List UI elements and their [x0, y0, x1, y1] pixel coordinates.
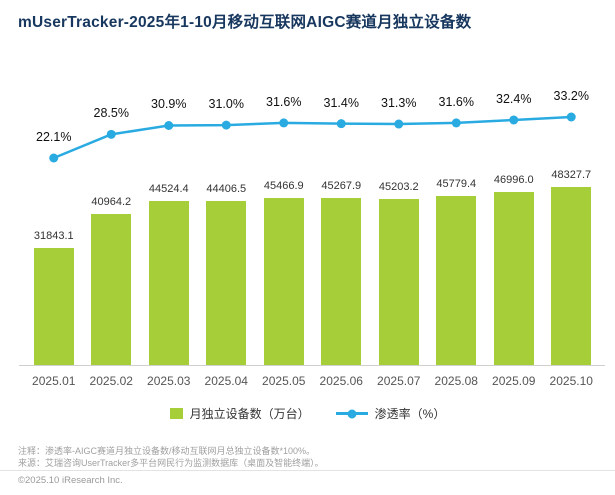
- line-legend-swatch: [335, 412, 368, 415]
- penetration-value-label: 31.0%: [208, 97, 244, 112]
- legend-item-devices: 月独立设备数（万台）: [169, 405, 310, 422]
- line-marker: [336, 119, 346, 129]
- bar: [551, 187, 592, 365]
- line-marker: [164, 120, 174, 130]
- line-marker: [509, 115, 519, 125]
- penetration-value-label: 31.6%: [266, 94, 302, 109]
- x-axis-tick-label: 2025.08: [434, 374, 478, 388]
- x-axis-tick-label: 2025.06: [319, 374, 363, 388]
- bar-value-label: 45203.2: [378, 180, 419, 193]
- penetration-value-label: 28.5%: [93, 106, 129, 121]
- bar: [321, 198, 362, 365]
- bar-value-label: 46996.0: [493, 173, 534, 186]
- line-marker: [221, 120, 231, 130]
- line-path: [53, 115, 572, 160]
- bar-value-label: 45466.9: [263, 179, 304, 192]
- penetration-value-label: 31.3%: [381, 96, 417, 111]
- x-axis-tick-label: 2025.05: [262, 374, 306, 388]
- x-axis-tick-label: 2025.02: [89, 374, 133, 388]
- bar-legend-swatch: [169, 408, 183, 419]
- bar-legend-label: 月独立设备数（万台）: [189, 407, 310, 421]
- line-marker: [106, 129, 116, 139]
- bar: [91, 214, 132, 365]
- bar: [378, 198, 419, 365]
- bar-value-label: 31843.1: [33, 229, 74, 242]
- bar: [148, 201, 189, 365]
- penetration-value-label: 32.4%: [496, 91, 532, 106]
- line-legend-label: 渗透率（%）: [374, 407, 446, 421]
- line-marker: [49, 153, 59, 163]
- line-marker: [394, 119, 404, 129]
- bar: [493, 191, 534, 365]
- x-axis-tick-label: 2025.01: [32, 374, 76, 388]
- bar-value-label: 44406.5: [206, 183, 247, 196]
- legend-item-penetration: 渗透率（%）: [335, 405, 446, 422]
- bar-value-label: 40964.2: [91, 196, 132, 209]
- bar-value-label: 45779.4: [436, 178, 477, 191]
- penetration-value-label: 30.9%: [151, 97, 187, 112]
- x-axis-tick-label: 2025.04: [204, 374, 248, 388]
- x-axis-tick-label: 2025.07: [377, 374, 421, 388]
- line-marker: [279, 118, 289, 128]
- page-title: mUserTracker-2025年1-10月移动互联网AIGC赛道月独立设备数: [18, 14, 472, 31]
- legend: 月独立设备数（万台） 渗透率（%）: [0, 405, 615, 422]
- bar-value-label: 44524.4: [148, 183, 189, 195]
- penetration-value-label: 31.4%: [323, 95, 359, 110]
- bar: [263, 197, 304, 365]
- bar: [33, 247, 74, 365]
- x-axis-tick-label: 2025.10: [549, 374, 593, 388]
- combo-chart: 31843.1 2025.01 22.1% 40964.2 2025.02 28.5% 44…: [19, 70, 605, 388]
- footnotes: 注释：渗透率-AIGC赛道月独立设备数/移动互联网月总独立设备数*100%。 来…: [18, 446, 598, 469]
- x-axis-tick-label: 2025.03: [147, 374, 191, 388]
- footer-divider: [0, 470, 615, 471]
- bar-value-label: 48327.7: [551, 169, 592, 181]
- x-axis-tick-label: 2025.09: [492, 374, 536, 388]
- line-marker: [451, 118, 461, 128]
- bar: [436, 196, 477, 365]
- penetration-value-label: 33.2%: [553, 89, 589, 103]
- copyright: ©2025.10 iResearch Inc.: [18, 475, 123, 486]
- x-axis-line: [19, 365, 605, 366]
- penetration-value-label: 31.6%: [438, 94, 474, 109]
- line-marker: [566, 112, 576, 122]
- penetration-value-label: 22.1%: [36, 130, 72, 144]
- bar-value-label: 45267.9: [321, 180, 362, 193]
- footnote-source: 来源：艾瑞咨询UserTracker多平台网民行为监测数据库（桌面及智能终端）。: [18, 457, 324, 468]
- footnote-definition: 注释：渗透率-AIGC赛道月独立设备数/移动互联网月总独立设备数*100%。: [18, 446, 316, 456]
- bar: [206, 201, 247, 365]
